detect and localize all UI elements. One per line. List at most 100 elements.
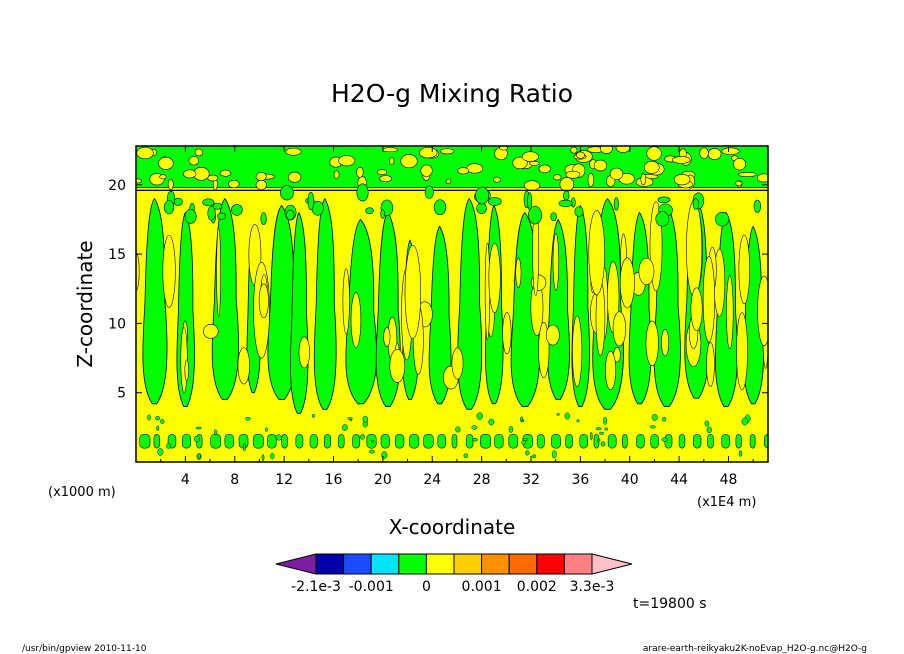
lower-speck (213, 429, 218, 435)
positive-streak (515, 257, 522, 289)
lower-speck (243, 443, 246, 452)
lower-bead (338, 433, 345, 449)
y-axis-label: Z-coordinate (73, 240, 97, 367)
lower-bead (735, 433, 742, 449)
lower-speck (347, 417, 353, 420)
lower-speck (661, 437, 668, 442)
lower-speck (521, 439, 527, 445)
positive-streak (661, 329, 670, 357)
positive-streak (706, 342, 715, 387)
lower-speck (463, 453, 469, 458)
x-tick-label: 4 (181, 472, 190, 488)
upper-blob (420, 164, 433, 177)
upper-fragment (528, 205, 543, 225)
lower-speck (471, 438, 479, 442)
upper-blob (559, 177, 575, 192)
lower-bead (551, 433, 561, 449)
lower-speck (264, 427, 268, 432)
upper-fragment (260, 212, 267, 225)
lower-speck (160, 419, 165, 424)
anomaly-plume (457, 198, 483, 410)
upper-blob (466, 163, 484, 174)
lower-bead (267, 433, 277, 449)
colorbar-segment (536, 553, 565, 575)
colorbar-segment (398, 553, 427, 575)
upper-fragment (163, 200, 175, 215)
lower-speck (602, 416, 608, 425)
upper-blob (707, 148, 722, 160)
upper-fragment (527, 192, 533, 211)
upper-fragment (563, 190, 570, 201)
positive-streak (736, 312, 748, 391)
upper-blob (167, 178, 174, 190)
lower-bead (579, 433, 588, 449)
positive-streak (237, 347, 250, 385)
lower-speck (520, 416, 524, 422)
upper-blob (738, 172, 757, 178)
y-tick-label: 15 (108, 247, 126, 263)
positive-streak (588, 210, 605, 295)
upper-fragment (753, 199, 762, 213)
upper-blob (183, 169, 197, 179)
x-tick-label: 32 (522, 472, 540, 488)
positive-streak (258, 283, 269, 319)
lower-bead (678, 433, 686, 449)
upper-blob (388, 157, 395, 165)
upper-fragment (488, 197, 502, 206)
positive-streak (702, 256, 715, 343)
colorbar-segment (315, 553, 345, 575)
lower-speck (595, 427, 602, 431)
upper-blob (219, 169, 232, 177)
lower-bead (707, 433, 714, 449)
upper-fragment (574, 206, 584, 217)
upper-fragment (380, 209, 386, 219)
footer-right: arare-earth-reikyaku2K-noEvap_H2O-g.nc@H… (643, 644, 867, 654)
positive-streak (552, 233, 560, 291)
colorbar-segment (343, 553, 372, 575)
upper-fragment (424, 185, 434, 199)
positive-streak (389, 348, 406, 383)
upper-blob (646, 146, 662, 161)
x-tick-label: 12 (275, 472, 293, 488)
positive-streak (502, 312, 512, 355)
lower-bead (508, 433, 519, 449)
colorbar-label: 3.3e-3 (570, 579, 615, 595)
upper-fragment (356, 183, 369, 202)
lower-bead (480, 433, 491, 449)
lower-speck (197, 452, 201, 459)
lower-speck (156, 425, 160, 431)
upper-blob (333, 170, 340, 179)
lower-speck (532, 454, 537, 459)
upper-blob (576, 151, 585, 159)
y-tick-label: 10 (108, 316, 126, 332)
lower-speck (455, 426, 461, 433)
plot-frame (135, 145, 769, 463)
x-unit-note: (x1E4 m) (697, 495, 756, 510)
lower-bead (409, 433, 420, 449)
colorbar: -2.1e-3 -0.001 0 0.001 0.002 3.3e-3 (275, 553, 633, 595)
upper-blob (285, 147, 302, 156)
upper-blob (673, 174, 691, 186)
colorbar-segment (425, 553, 455, 575)
time-label: t=19800 s (633, 596, 707, 612)
upper-blob (609, 167, 624, 180)
upper-blob (207, 174, 219, 182)
lower-speck (706, 426, 712, 434)
upper-blob (228, 179, 240, 189)
upper-blob (379, 175, 393, 183)
upper-blob (457, 167, 469, 175)
anomaly-plume (313, 197, 337, 410)
lower-bead (763, 433, 768, 449)
upper-blob (565, 170, 581, 179)
colorbar-segment (481, 553, 510, 575)
chart-title: H2O-g Mixing Ratio (331, 79, 573, 108)
lower-speck (471, 425, 478, 430)
upper-blob (672, 156, 691, 164)
positive-streak (216, 228, 222, 317)
x-tick-label: 16 (325, 472, 343, 488)
lower-bead (394, 433, 405, 449)
lower-speck (600, 441, 606, 447)
upper-blob (445, 178, 452, 184)
lower-speck (590, 431, 593, 441)
lower-speck (597, 438, 601, 442)
